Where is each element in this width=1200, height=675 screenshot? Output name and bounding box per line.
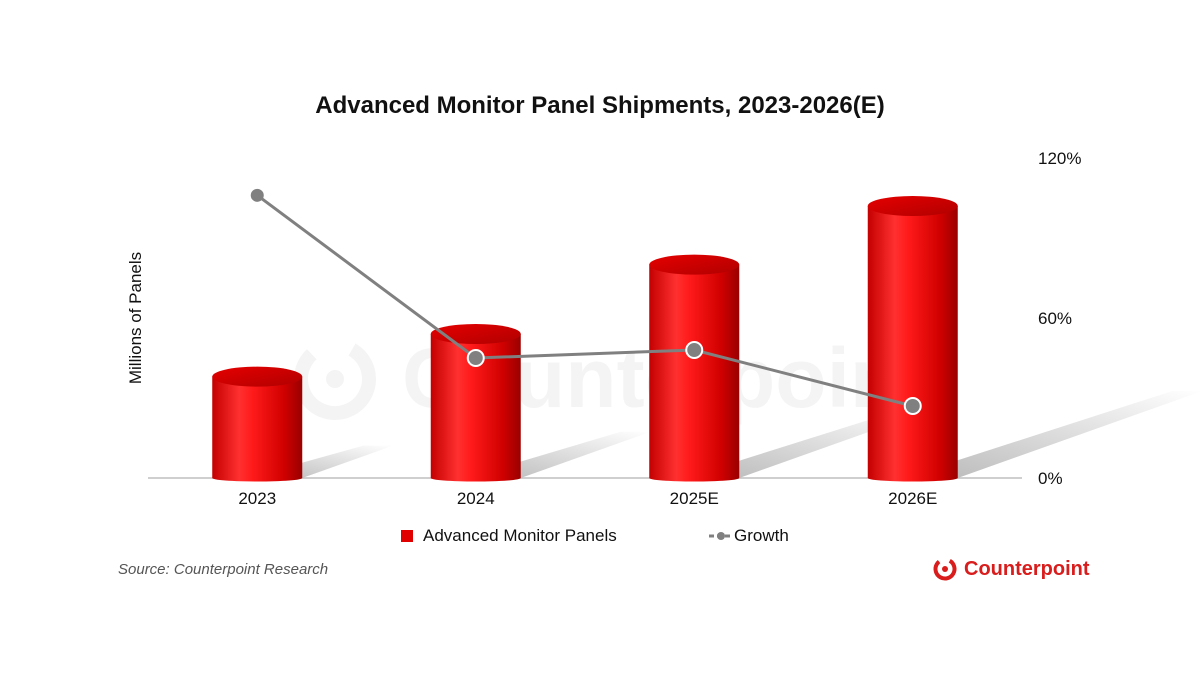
growth-point: [466, 349, 485, 367]
bar-cap: [430, 324, 521, 344]
bar: [649, 254, 740, 482]
bar-body: [212, 376, 303, 482]
y-axis-label: Millions of Panels: [126, 251, 145, 385]
brand-name: Counterpoint: [964, 557, 1090, 580]
right-tick-label: 0%: [1038, 469, 1063, 488]
growth-point: [250, 188, 264, 202]
counterpoint-logo-icon: [933, 557, 957, 581]
legend-label-panels: Advanced Monitor Panels: [423, 526, 617, 545]
x-tick-label: 2023: [238, 489, 276, 508]
chart-title: Advanced Monitor Panel Shipments, 2023-2…: [315, 92, 885, 119]
bar: [867, 196, 958, 482]
source-note: Source: Counterpoint Research: [118, 561, 329, 578]
legend-swatch-bar: [401, 530, 413, 542]
growth-point: [903, 397, 922, 415]
x-tick-label: 2026E: [888, 489, 937, 508]
legend-swatch-line: [709, 532, 733, 540]
bar: [212, 366, 303, 482]
x-tick-label: 2024: [457, 489, 495, 508]
growth-line: [256, 194, 914, 408]
legend-item-growth: Growth: [708, 526, 789, 546]
right-tick-label: 60%: [1038, 309, 1072, 328]
right-tick-label: 120%: [1038, 149, 1081, 168]
legend-item-panels: Advanced Monitor Panels: [401, 526, 617, 546]
bar-shadow: [902, 390, 1200, 478]
bar-body: [430, 334, 521, 482]
bar-cap: [867, 196, 958, 216]
growth-point: [685, 341, 704, 359]
brand: Counterpoint: [932, 556, 1090, 582]
legend-label-growth: Growth: [734, 526, 789, 545]
bar-body: [649, 264, 740, 482]
bar-cap: [649, 254, 740, 275]
watermark-logo-icon: [294, 337, 376, 420]
legend: Advanced Monitor Panels Growth: [0, 526, 1200, 550]
bar-body: [867, 206, 958, 482]
bar: [430, 324, 521, 482]
x-tick-label: 2025E: [670, 489, 719, 508]
bar-cap: [212, 366, 303, 387]
